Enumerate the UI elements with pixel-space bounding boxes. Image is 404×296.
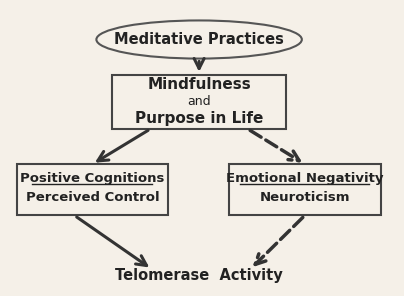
Text: Neuroticism: Neuroticism — [259, 192, 350, 205]
Text: Perceived Control: Perceived Control — [25, 192, 159, 205]
Text: and: and — [187, 95, 211, 108]
Text: Emotional Negativity: Emotional Negativity — [226, 172, 383, 185]
FancyBboxPatch shape — [229, 164, 381, 215]
Ellipse shape — [97, 20, 302, 59]
Text: Positive Cognitions: Positive Cognitions — [20, 172, 164, 185]
Text: Mindfulness: Mindfulness — [147, 77, 251, 92]
FancyBboxPatch shape — [112, 75, 286, 129]
Text: Meditative Practices: Meditative Practices — [114, 32, 284, 47]
FancyBboxPatch shape — [17, 164, 168, 215]
Text: Telomerase  Activity: Telomerase Activity — [115, 268, 283, 283]
Text: Purpose in Life: Purpose in Life — [135, 111, 263, 126]
